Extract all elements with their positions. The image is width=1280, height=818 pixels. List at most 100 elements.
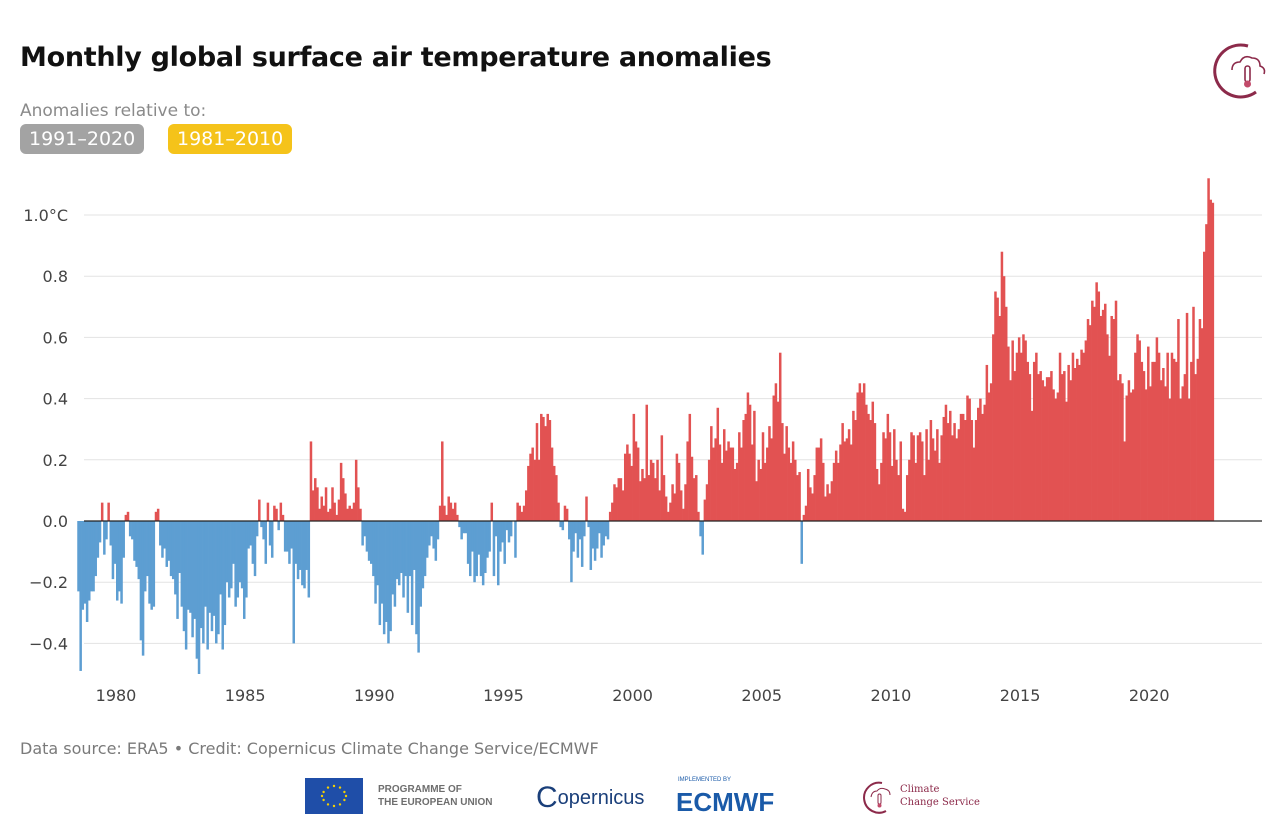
bar: [389, 521, 392, 632]
eu-programme-text: PROGRAMME OF THE EUROPEAN UNION: [378, 783, 492, 809]
bar: [1106, 334, 1109, 521]
bar: [806, 468, 810, 521]
bar: [1175, 361, 1178, 521]
bar: [778, 352, 782, 521]
bar: [1076, 358, 1079, 521]
bar: [860, 392, 864, 521]
bar: [634, 441, 638, 521]
bar: [227, 521, 231, 598]
bar: [326, 511, 330, 521]
baseline-1991-2020-button[interactable]: 1991–2020: [20, 124, 145, 154]
bar: [559, 521, 562, 528]
bar: [365, 521, 369, 552]
bar: [591, 521, 595, 549]
bar: [1009, 380, 1012, 521]
bar: [507, 521, 511, 543]
bar: [266, 502, 270, 521]
bar: [109, 521, 113, 546]
bar: [671, 484, 674, 521]
bar: [893, 429, 896, 521]
bar: [951, 435, 954, 521]
bar: [421, 521, 425, 589]
bar: [466, 521, 470, 564]
bar: [847, 429, 851, 521]
bar: [1099, 315, 1103, 521]
bar: [143, 521, 147, 592]
bar: [320, 496, 323, 521]
bar: [1123, 441, 1126, 521]
y-tick-label: −0.2: [29, 573, 68, 592]
bar: [1142, 371, 1146, 521]
bar: [580, 521, 584, 567]
bar: [484, 521, 487, 574]
bar: [1183, 374, 1187, 521]
bar: [684, 484, 687, 521]
bar: [1017, 337, 1021, 521]
bar: [729, 447, 732, 521]
bar: [589, 521, 593, 570]
bar: [623, 453, 627, 521]
bar: [430, 521, 433, 537]
bar: [630, 465, 633, 521]
bar: [705, 484, 709, 521]
c3s-line-1: Climate: [900, 784, 940, 795]
bar: [197, 521, 201, 674]
bar: [1084, 340, 1088, 521]
bar: [413, 521, 416, 570]
x-tick-label: 1990: [354, 686, 395, 705]
bar: [445, 514, 448, 521]
bar: [425, 521, 429, 558]
bar: [953, 423, 956, 521]
bar: [1157, 352, 1161, 521]
bar: [283, 521, 287, 552]
bar: [423, 521, 427, 577]
bar: [798, 472, 801, 521]
bar: [270, 521, 274, 558]
bar: [96, 521, 100, 558]
bar: [486, 521, 489, 558]
bar: [1108, 355, 1111, 521]
bar: [867, 413, 870, 521]
bar: [496, 521, 500, 586]
bar: [303, 521, 306, 589]
baseline-1981-2010-button[interactable]: 1981–2010: [168, 124, 293, 154]
bar: [987, 392, 991, 521]
bar: [288, 521, 291, 564]
bar: [1131, 389, 1135, 521]
bar: [865, 404, 868, 521]
bar: [658, 490, 661, 521]
bar: [296, 521, 300, 580]
bar: [647, 475, 651, 521]
bar: [731, 447, 735, 521]
bar: [1166, 352, 1169, 521]
bar: [753, 410, 756, 521]
bar: [916, 435, 920, 521]
bar: [432, 521, 435, 549]
bar: [570, 521, 573, 583]
bar: [535, 423, 539, 521]
bar: [1050, 371, 1053, 521]
bar: [1093, 306, 1096, 521]
bar: [159, 521, 162, 546]
bar: [494, 521, 498, 537]
bar: [1116, 380, 1120, 521]
bar: [307, 521, 311, 598]
bar: [415, 521, 418, 635]
bar: [174, 521, 177, 595]
bar: [1045, 377, 1049, 521]
credit-text: Data source: ERA5 • Credit: Copernicus C…: [20, 739, 599, 758]
bar: [524, 490, 528, 521]
bar: [974, 420, 978, 521]
bar: [1136, 334, 1139, 521]
bar: [1037, 374, 1040, 521]
bar: [707, 459, 711, 521]
bar: [537, 459, 541, 521]
bar: [785, 426, 788, 521]
bar: [1028, 374, 1032, 521]
bar: [664, 496, 668, 521]
bar: [914, 462, 918, 521]
bar: [139, 521, 143, 641]
bar: [133, 521, 136, 561]
bar: [774, 383, 778, 521]
bar: [363, 521, 367, 537]
